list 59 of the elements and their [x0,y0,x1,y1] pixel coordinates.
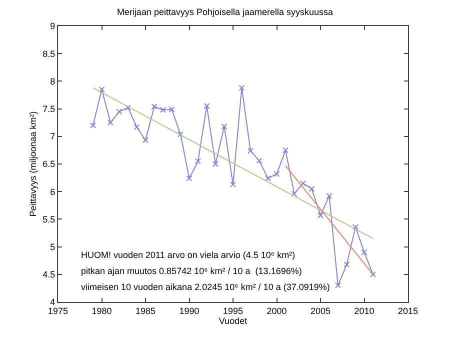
y-tick-label: 5.5 [42,214,56,224]
point [361,249,368,256]
point [308,186,315,192]
x-tick-label: 2015 [398,306,418,316]
point [116,108,122,115]
point [125,104,131,111]
x-tick-label: 1995 [222,306,244,316]
point [168,106,175,112]
point [195,158,201,164]
point [256,158,262,164]
point [230,181,236,188]
y-tick-label: 8.5 [42,48,56,59]
y-tick-label: 4 [50,297,56,308]
point [326,193,332,200]
y-tick-label: 6.5 [42,159,56,170]
point [274,170,280,177]
annotation: viimeisen 10 vuoden aikana 2.0245 10⁶ km² / 10 a (37.0919%) [81,282,330,292]
point [370,271,376,278]
y-axis-title: Peittavyys (miljoonaa km²) [28,111,38,217]
point [248,148,254,154]
point [160,106,166,113]
x-tick-label: 1990 [179,306,200,316]
point [204,103,210,110]
point [318,212,324,218]
point [291,190,298,197]
y-tick-label: 7 [50,132,56,142]
y-tick-label: 7.5 [42,104,56,114]
point [265,175,271,182]
y-tick-label: 9 [50,21,56,32]
point [212,161,218,167]
annotation: HUOM! vuoden 2011 arvo on viela arvio (4.5 10⁶ km²) [81,250,296,260]
point [335,282,341,288]
point [238,84,245,91]
y-tick-label: 6 [50,186,56,197]
point [352,224,358,230]
x-tick-label: 1985 [135,306,156,316]
annotation: pitkan ajan muutos 0.85742 10⁶ km² / 10 a (13.1696%) [81,266,302,276]
point [178,131,184,138]
point [142,137,148,144]
point [98,86,105,92]
y-tick-label: 5 [50,242,56,252]
point [300,180,306,186]
x-tick-label: 1975 [48,306,68,316]
point [344,261,350,268]
point [221,123,228,130]
x-tick-label: 1980 [92,306,112,316]
point [108,120,114,126]
chart-title: Merijaan peittavyys Pohjoisella jaamerella syyskuussa [116,6,334,17]
x-tick-label: 2010 [354,306,374,316]
x-axis-title: Vuodet [218,316,248,326]
point [186,175,192,182]
point [151,104,158,110]
x-tick-label: 2005 [310,306,331,316]
y-tick-label: 8 [50,76,56,86]
x-tick-label: 2000 [266,306,287,316]
point [282,147,288,154]
y-tick-label: 4.5 [42,270,56,280]
point [134,124,140,130]
point [90,122,96,128]
